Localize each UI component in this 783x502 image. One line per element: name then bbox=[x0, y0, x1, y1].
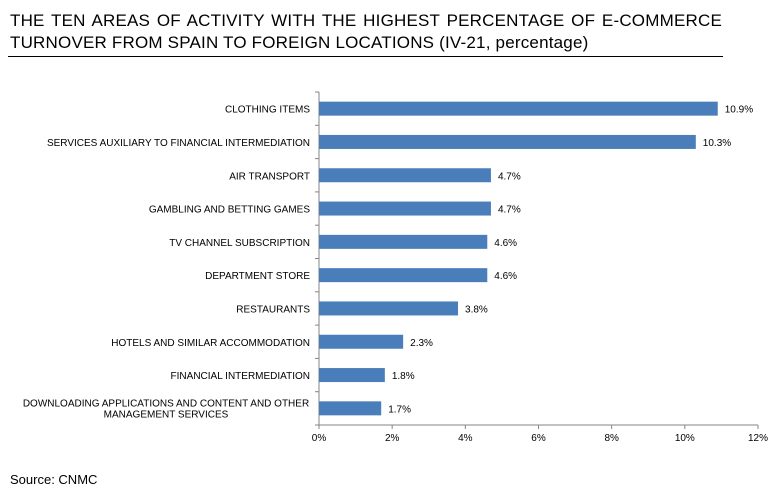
title-divider bbox=[8, 56, 723, 57]
bar bbox=[319, 234, 488, 249]
category-label: HOTELS AND SIMILAR ACCOMMODATION bbox=[111, 338, 310, 349]
bar bbox=[319, 134, 696, 149]
x-tick-label: 8% bbox=[604, 433, 619, 444]
bar bbox=[319, 368, 385, 383]
data-label: 1.7% bbox=[388, 404, 411, 415]
category-label: SERVICES AUXILIARY TO FINANCIAL INTERMED… bbox=[47, 138, 310, 149]
category-label: TV CHANNEL SUBSCRIPTION bbox=[169, 238, 310, 249]
bar bbox=[319, 201, 491, 216]
x-tick-label: 2% bbox=[385, 433, 400, 444]
x-tick-label: 6% bbox=[531, 433, 546, 444]
bar bbox=[319, 401, 382, 416]
x-tick-label: 0% bbox=[312, 433, 327, 444]
category-label: DEPARTMENT STORE bbox=[205, 271, 310, 282]
data-label: 4.7% bbox=[498, 171, 521, 182]
chart-title: THE TEN AREAS OF ACTIVITY WITH THE HIGHE… bbox=[10, 11, 722, 52]
data-label: 3.8% bbox=[465, 304, 488, 315]
data-label: 2.3% bbox=[410, 338, 433, 349]
category-label: AIR TRANSPORT bbox=[229, 171, 310, 182]
category-label: DOWNLOADING APPLICATIONS AND CONTENT AND… bbox=[23, 398, 309, 420]
bar-chart: 0% 2% 4% 6% 8% 10% 12% 10.9% CLOTHING ITEMS 10.3%… bbox=[23, 91, 768, 444]
data-label: 10.9% bbox=[725, 105, 753, 116]
source-note: Source: CNMC bbox=[10, 472, 98, 487]
x-tick-label: 12% bbox=[748, 433, 768, 444]
bar bbox=[319, 168, 491, 183]
bar bbox=[319, 334, 404, 349]
data-label: 1.8% bbox=[392, 371, 415, 382]
data-label: 10.3% bbox=[703, 138, 731, 149]
bar bbox=[319, 101, 718, 116]
x-tick-label: 10% bbox=[675, 433, 695, 444]
category-label: GAMBLING AND BETTING GAMES bbox=[149, 205, 310, 216]
category-label: RESTAURANTS bbox=[236, 304, 310, 315]
bar bbox=[319, 268, 488, 283]
data-label: 4.6% bbox=[494, 238, 517, 249]
category-label: CLOTHING ITEMS bbox=[225, 105, 310, 116]
category-label: FINANCIAL INTERMEDIATION bbox=[171, 371, 310, 382]
data-label: 4.7% bbox=[498, 205, 521, 216]
x-tick-label: 4% bbox=[458, 433, 473, 444]
bar bbox=[319, 301, 459, 316]
data-label: 4.6% bbox=[494, 271, 517, 282]
